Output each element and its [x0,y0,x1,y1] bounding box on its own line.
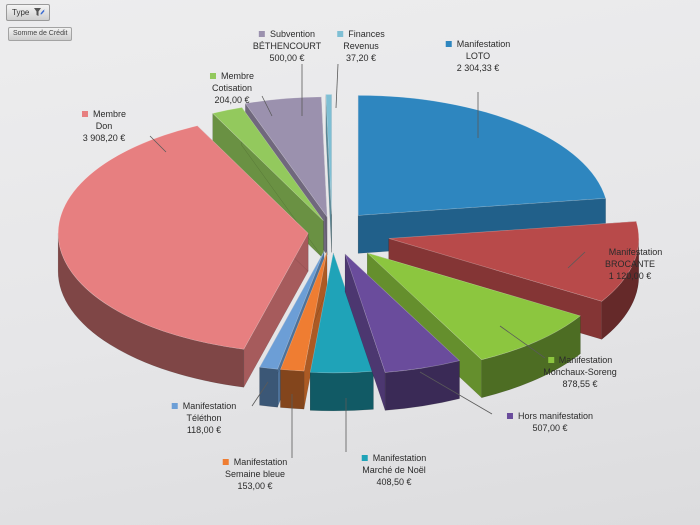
legend-swatch-don [81,111,88,117]
value-label: 204,00 € [214,95,250,105]
legend-swatch-cotisation [209,73,216,79]
label-text: Manifestation [558,355,613,365]
label-text: Don [95,121,113,131]
legend-swatch-monchaux [547,357,554,363]
label-text: Subvention [269,29,316,39]
label-text: Manifestation [608,247,663,257]
label-text: LOTO [465,51,491,61]
data-label-hors: Hors manifestation 507,00 € [506,410,594,434]
label-text: Membre [220,71,255,81]
data-label-loto: Manifestation LOTO 2 304,33 € [445,38,511,74]
legend-swatch-semaine [222,459,229,465]
data-label-finances: Finances Revenus 37,20 € [337,28,385,64]
label-text: Finances [348,29,385,39]
value-field-button[interactable]: Somme de Crédit [8,27,73,41]
data-label-telethon: Manifestation Téléthon 118,00 € [171,400,237,436]
label-text: Téléthon [186,413,222,423]
pie-slice-monchaux [367,252,581,399]
value-label: 37,20 € [345,53,377,63]
legend-swatch-loto [445,41,452,47]
leader-line-monchaux [499,325,546,359]
data-label-brocante: Manifestation BROCANTE 1 120,00 € [597,246,663,282]
label-text: Marché de Noël [362,465,426,475]
value-label: 1 120,00 € [608,271,652,281]
leader-line-hors [419,371,493,415]
label-text: Cotisation [211,83,253,93]
label-text: BÉTHENCOURT [252,41,322,51]
pie-slice-hors [344,253,461,411]
data-label-noel: Manifestation Marché de Noël 408,50 € [361,452,427,488]
legend-swatch-brocante [597,249,604,255]
label-text: Membre [92,109,127,119]
value-label: 118,00 € [186,425,222,435]
label-text: Revenus [343,41,379,51]
value-label: 878,55 € [562,379,598,389]
value-label: 507,00 € [532,423,568,433]
data-label-don: Membre Don 3 908,20 € [81,108,127,144]
value-label: 3 908,20 € [82,133,126,143]
legend-swatch-finances [337,31,344,37]
label-text: BROCANTE [604,259,655,269]
value-label: 500,00 € [269,53,305,63]
label-text: Semaine bleue [224,469,286,479]
pie-slice-don [57,125,309,389]
label-text: Hors manifestation [517,411,594,421]
data-label-subvention: Subvention BÉTHENCOURT 500,00 € [253,28,321,64]
label-text: Monchaux-Soreng [543,367,617,377]
label-text: Manifestation [456,39,511,49]
label-text: Manifestation [182,401,237,411]
value-label: 408,50 € [376,477,412,487]
leader-line-brocante [567,251,586,269]
leader-line-telethon [251,381,269,407]
legend-swatch-telethon [171,403,178,409]
legend-swatch-hors [506,413,513,419]
legend-swatch-noel [361,455,368,461]
leader-line-cotisation [261,95,273,117]
type-field-label: Type [12,8,30,17]
legend-swatch-subvention [258,31,265,37]
data-label-monchaux: Manifestation Monchaux-Soreng 878,55 € [543,354,617,390]
pie-slice-semaine [280,251,328,410]
leader-line-finances [335,63,339,109]
label-text: Manifestation [233,457,288,467]
pie-slice-finances [325,94,332,253]
leader-line-don [149,135,167,153]
value-label: 2 304,33 € [456,63,500,73]
data-label-semaine: Manifestation Semaine bleue 153,00 € [222,456,288,492]
data-label-cotisation: Membre Cotisation 204,00 € [209,70,255,106]
label-text: Manifestation [372,453,427,463]
filter-icon[interactable] [33,7,46,18]
type-field-button[interactable]: Type [6,4,51,21]
value-label: 153,00 € [237,481,273,491]
